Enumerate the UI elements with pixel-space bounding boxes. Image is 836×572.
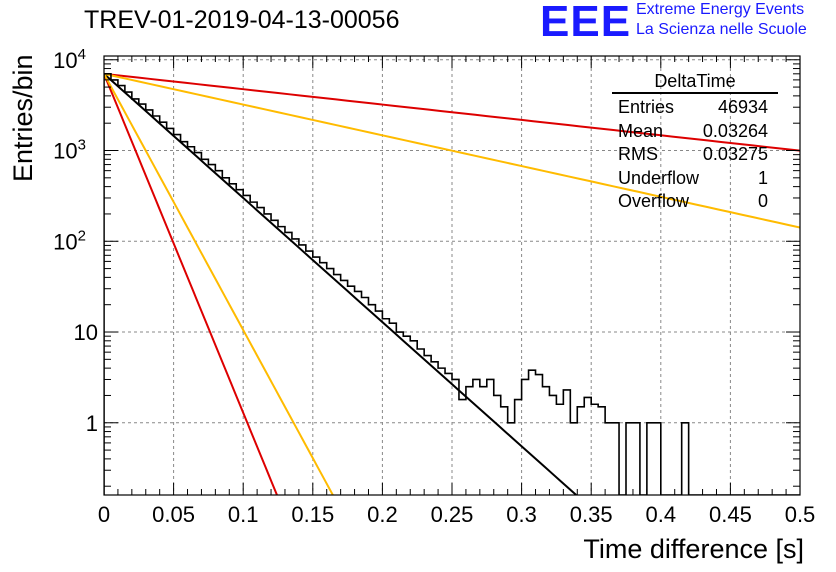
stats-value: 1	[757, 167, 768, 188]
fit-curve	[104, 73, 577, 495]
fit-curve	[104, 73, 278, 495]
brand-line-1: Extreme Energy Events	[636, 1, 805, 18]
x-tick-label: 0.3	[506, 502, 537, 527]
stats-label: Overflow	[618, 191, 690, 211]
x-tick-label: 0.4	[646, 502, 677, 527]
y-axis-label: Entries/bin	[8, 54, 38, 182]
stats-value: 0	[757, 191, 768, 211]
stats-row: Overflow 0	[612, 190, 778, 214]
fit-curve	[104, 73, 334, 495]
stats-value: 46934	[717, 97, 768, 117]
y-tick-label: 10	[74, 320, 98, 345]
x-tick-label: 0.35	[570, 502, 613, 527]
x-tick-label: 0.15	[291, 502, 334, 527]
eee-logo: EEE	[540, 0, 632, 46]
stats-title: DeltaTime	[612, 70, 778, 94]
x-tick-label: 0.2	[367, 502, 398, 527]
x-tick-label: 0.05	[152, 502, 195, 527]
stats-label: Mean	[618, 120, 664, 141]
x-tick-label: 0.5	[785, 502, 816, 527]
stats-label: RMS	[618, 144, 658, 164]
x-tick-label: 0.1	[228, 502, 259, 527]
chart-title: TREV-01-2019-04-13-00056	[84, 6, 400, 34]
y-tick-label: 102	[53, 227, 86, 254]
stats-value: 0.03275	[702, 144, 768, 164]
stats-value: 0.03264	[702, 120, 768, 141]
stats-label: Entries	[618, 97, 675, 117]
y-tick-label: 103	[53, 137, 86, 164]
x-tick-label: 0	[98, 502, 110, 527]
fit-curve	[104, 72, 800, 152]
stats-row: Mean 0.03264	[612, 120, 778, 144]
x-tick-label: 0.45	[709, 502, 752, 527]
stats-row: Underflow 1	[612, 167, 778, 191]
y-tick-label: 104	[53, 46, 86, 73]
y-tick-label: 1	[86, 411, 98, 436]
x-tick-label: 0.25	[431, 502, 474, 527]
stats-label: Underflow	[618, 167, 700, 188]
brand-line-2: La Scienza nelle Scuole	[636, 21, 807, 38]
fit-curve	[104, 72, 800, 229]
histogram	[104, 73, 800, 495]
x-axis-label: Time difference [s]	[583, 534, 804, 564]
stats-box: DeltaTime Entries 46934 Mean 0.03264 RMS 0.…	[612, 70, 778, 214]
stats-row: RMS 0.03275	[612, 143, 778, 167]
stats-row: Entries 46934	[612, 96, 778, 120]
